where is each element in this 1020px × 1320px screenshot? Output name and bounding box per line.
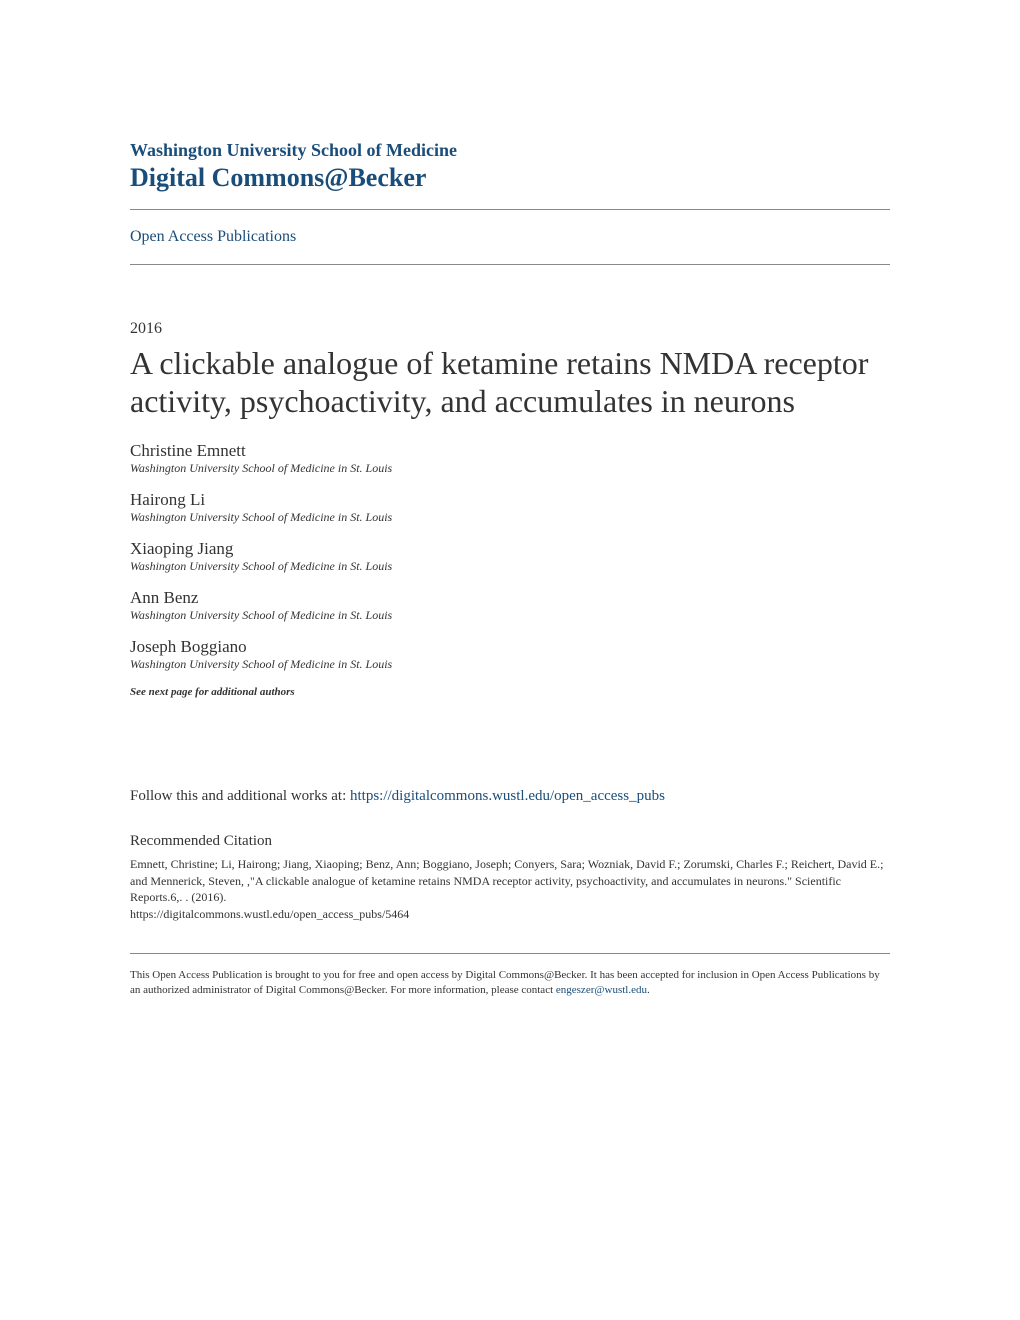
author-name: Ann Benz <box>130 588 890 608</box>
author-name: Xiaoping Jiang <box>130 539 890 559</box>
section-link[interactable]: Open Access Publications <box>130 228 296 246</box>
follow-works: Follow this and additional works at: htt… <box>130 788 890 805</box>
paper-title: A clickable analogue of ketamine retains… <box>130 344 890 421</box>
author-affiliation: Washington University School of Medicine… <box>130 608 890 623</box>
citation-url: https://digitalcommons.wustl.edu/open_ac… <box>130 907 409 921</box>
header-divider-bottom <box>130 264 890 265</box>
footer-suffix: . <box>647 984 650 996</box>
author-name: Joseph Boggiano <box>130 637 890 657</box>
institution-link[interactable]: Washington University School of Medicine <box>130 140 890 161</box>
author-affiliation: Washington University School of Medicine… <box>130 510 890 525</box>
citation-heading: Recommended Citation <box>130 833 890 850</box>
author-block: Christine EmnettWashington University Sc… <box>130 441 890 476</box>
header-divider-top <box>130 209 890 210</box>
author-block: Xiaoping JiangWashington University Scho… <box>130 539 890 574</box>
footer-prefix: This Open Access Publication is brought … <box>130 969 880 996</box>
follow-prefix: Follow this and additional works at: <box>130 788 350 804</box>
author-name: Christine Emnett <box>130 441 890 461</box>
footer-text: This Open Access Publication is brought … <box>130 968 890 999</box>
publication-year: 2016 <box>130 320 890 338</box>
author-block: Ann BenzWashington University School of … <box>130 588 890 623</box>
commons-link[interactable]: Digital Commons@Becker <box>130 163 890 193</box>
additional-authors-note: See next page for additional authors <box>130 686 890 698</box>
citation-body: Emnett, Christine; Li, Hairong; Jiang, X… <box>130 857 883 905</box>
author-affiliation: Washington University School of Medicine… <box>130 461 890 476</box>
follow-link[interactable]: https://digitalcommons.wustl.edu/open_ac… <box>350 788 665 804</box>
citation-text: Emnett, Christine; Li, Hairong; Jiang, X… <box>130 856 890 923</box>
author-name: Hairong Li <box>130 490 890 510</box>
author-block: Joseph BoggianoWashington University Sch… <box>130 637 890 672</box>
author-affiliation: Washington University School of Medicine… <box>130 657 890 672</box>
footer-email-link[interactable]: engeszer@wustl.edu <box>556 984 647 996</box>
author-affiliation: Washington University School of Medicine… <box>130 559 890 574</box>
author-block: Hairong LiWashington University School o… <box>130 490 890 525</box>
footer-divider <box>130 953 890 954</box>
